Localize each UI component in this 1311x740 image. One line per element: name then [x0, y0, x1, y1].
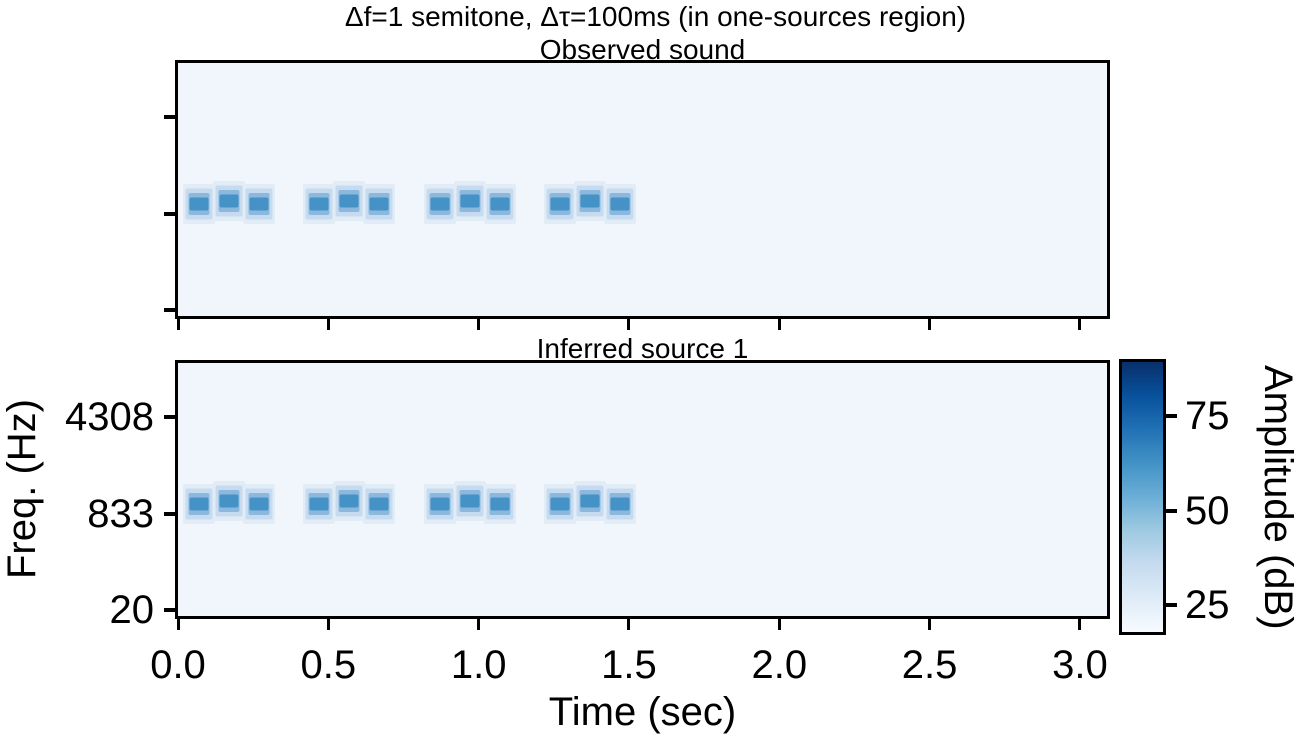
y-tick-label: 20 — [109, 588, 155, 633]
inferred-source-1-spectrogram — [175, 360, 1110, 619]
colorbar-tick — [1166, 414, 1177, 419]
colorbar-tick-label: 25 — [1185, 583, 1230, 628]
x-axis-tick — [1078, 619, 1082, 630]
x-axis-tick — [777, 319, 781, 330]
x-axis-tick — [627, 319, 631, 330]
x-axis-tick — [176, 319, 180, 330]
y-axis-tick — [164, 415, 175, 420]
x-axis-tick — [477, 319, 481, 330]
y-axis-tick — [164, 608, 175, 613]
x-axis-tick — [326, 619, 330, 630]
y-tick-label: 833 — [87, 491, 154, 536]
x-tick-label: 2.5 — [901, 643, 958, 687]
y-axis-tick — [164, 211, 175, 216]
panel-title-observed-sound: Observed sound — [539, 34, 746, 65]
colorbar-label: Amplitude (dB) — [1256, 364, 1300, 630]
x-axis-tick — [326, 319, 330, 330]
colorbar-tick — [1166, 603, 1177, 608]
y-tick-label: 4308 — [65, 395, 154, 440]
x-axis-tick — [1078, 319, 1082, 330]
colorbar-tick — [1166, 508, 1177, 513]
x-axis-tick — [777, 619, 781, 630]
x-axis-tick — [176, 619, 180, 630]
x-axis-tick — [477, 619, 481, 630]
x-axis-label: Time (sec) — [548, 690, 737, 734]
x-tick-label: 1.0 — [450, 643, 507, 687]
x-axis-tick — [928, 619, 932, 630]
x-tick-label: 0.5 — [300, 643, 357, 687]
colorbar-gradient — [1119, 359, 1166, 635]
y-axis-tick — [164, 115, 175, 120]
colorbar-tick-label: 75 — [1185, 394, 1230, 439]
y-axis-tick — [164, 511, 175, 516]
x-tick-label: 2.0 — [751, 643, 808, 687]
x-tick-label: 3.0 — [1052, 643, 1108, 687]
x-tick-label: 1.5 — [601, 643, 657, 687]
figure-suptitle: Δf=1 semitone, Δτ=100ms (in one-sources … — [344, 1, 967, 32]
x-axis-tick — [627, 619, 631, 630]
colorbar-tick-label: 50 — [1185, 488, 1230, 533]
y-axis-tick — [164, 308, 175, 313]
panel-title-inferred-source-1: Inferred source 1 — [536, 333, 749, 364]
x-tick-label: 0.0 — [150, 643, 206, 687]
x-axis-tick — [928, 319, 932, 330]
